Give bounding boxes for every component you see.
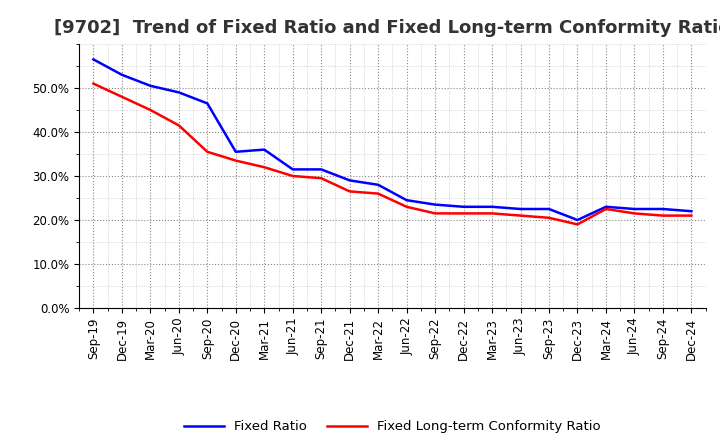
Fixed Ratio: [431, 202, 439, 207]
Fixed Ratio: [117, 72, 126, 77]
Fixed Ratio: [630, 206, 639, 212]
Fixed Long-term Conformity Ratio: [232, 158, 240, 163]
Fixed Ratio: [260, 147, 269, 152]
Fixed Long-term Conformity Ratio: [174, 123, 183, 128]
Fixed Long-term Conformity Ratio: [630, 211, 639, 216]
Fixed Long-term Conformity Ratio: [602, 206, 611, 212]
Fixed Long-term Conformity Ratio: [260, 165, 269, 170]
Line: Fixed Long-term Conformity Ratio: Fixed Long-term Conformity Ratio: [94, 84, 691, 224]
Fixed Ratio: [402, 198, 411, 203]
Fixed Long-term Conformity Ratio: [659, 213, 667, 218]
Fixed Long-term Conformity Ratio: [431, 211, 439, 216]
Fixed Long-term Conformity Ratio: [402, 204, 411, 209]
Fixed Long-term Conformity Ratio: [346, 189, 354, 194]
Fixed Ratio: [232, 149, 240, 154]
Fixed Ratio: [687, 209, 696, 214]
Fixed Long-term Conformity Ratio: [374, 191, 382, 196]
Fixed Long-term Conformity Ratio: [117, 94, 126, 99]
Fixed Ratio: [203, 101, 212, 106]
Fixed Long-term Conformity Ratio: [687, 213, 696, 218]
Fixed Long-term Conformity Ratio: [516, 213, 525, 218]
Fixed Ratio: [89, 57, 98, 62]
Line: Fixed Ratio: Fixed Ratio: [94, 59, 691, 220]
Legend: Fixed Ratio, Fixed Long-term Conformity Ratio: Fixed Ratio, Fixed Long-term Conformity …: [179, 415, 606, 439]
Fixed Ratio: [146, 83, 155, 88]
Fixed Ratio: [289, 167, 297, 172]
Fixed Ratio: [659, 206, 667, 212]
Fixed Long-term Conformity Ratio: [545, 215, 554, 220]
Fixed Long-term Conformity Ratio: [289, 173, 297, 179]
Fixed Long-term Conformity Ratio: [89, 81, 98, 86]
Fixed Long-term Conformity Ratio: [459, 211, 468, 216]
Fixed Long-term Conformity Ratio: [203, 149, 212, 154]
Title: [9702]  Trend of Fixed Ratio and Fixed Long-term Conformity Ratio: [9702] Trend of Fixed Ratio and Fixed Lo…: [54, 19, 720, 37]
Fixed Ratio: [346, 178, 354, 183]
Fixed Long-term Conformity Ratio: [317, 176, 325, 181]
Fixed Ratio: [516, 206, 525, 212]
Fixed Ratio: [487, 204, 496, 209]
Fixed Ratio: [374, 182, 382, 187]
Fixed Long-term Conformity Ratio: [487, 211, 496, 216]
Fixed Ratio: [317, 167, 325, 172]
Fixed Long-term Conformity Ratio: [573, 222, 582, 227]
Fixed Ratio: [459, 204, 468, 209]
Fixed Long-term Conformity Ratio: [146, 107, 155, 113]
Fixed Ratio: [573, 217, 582, 223]
Fixed Ratio: [602, 204, 611, 209]
Fixed Ratio: [545, 206, 554, 212]
Fixed Ratio: [174, 90, 183, 95]
